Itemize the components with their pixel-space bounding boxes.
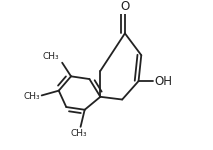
Text: CH₃: CH₃ [70,129,87,138]
Text: CH₃: CH₃ [43,52,59,61]
Text: CH₃: CH₃ [23,92,40,101]
Text: OH: OH [154,75,172,88]
Text: O: O [120,0,130,13]
